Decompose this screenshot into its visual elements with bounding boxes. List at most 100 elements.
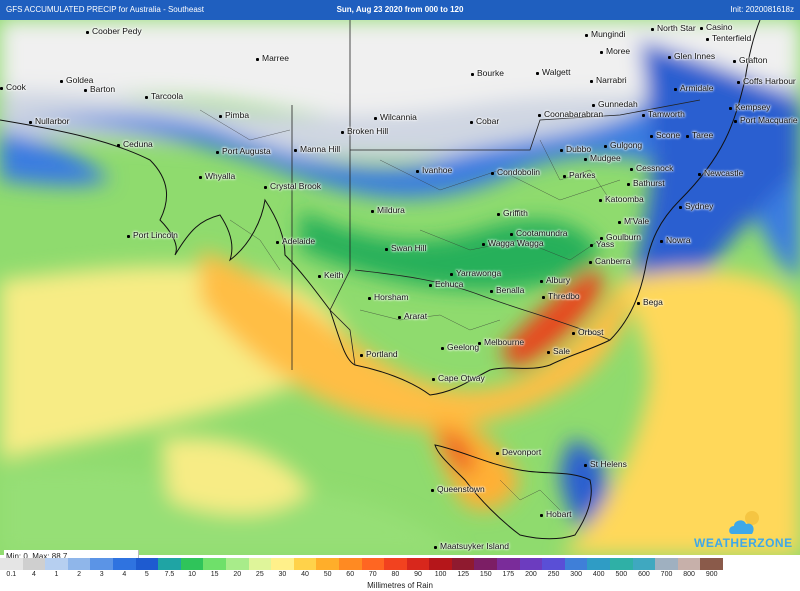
place-label: Coober Pedy <box>86 26 142 36</box>
place-label: Moree <box>599 46 631 56</box>
init-time: Init: 2020081618z <box>730 5 794 14</box>
tas-east-blue <box>560 440 609 532</box>
legend-tick-label: 40 <box>301 571 309 578</box>
place-label: Yass <box>589 239 615 249</box>
place-label: Port Augusta <box>216 146 271 156</box>
legend-swatch <box>90 558 113 570</box>
place-label: Nullarbor <box>29 116 70 126</box>
precip-map <box>0 20 800 555</box>
place-label: Swan Hill <box>384 243 427 253</box>
blue-patches-west <box>0 130 110 186</box>
place-label: Cook <box>0 82 26 92</box>
legend-swatch <box>497 558 520 570</box>
legend-swatch <box>316 558 339 570</box>
legend-swatch <box>203 558 226 570</box>
legend-swatch <box>225 558 249 570</box>
place-label: Mildura <box>371 205 405 215</box>
legend-swatch <box>542 558 565 570</box>
place-label: Walgett <box>536 67 571 77</box>
place-label: Yarrawonga <box>449 268 502 278</box>
legend-swatch <box>587 558 611 570</box>
product-title: GFS ACCUMULATED PRECIP for Australia - S… <box>6 5 204 14</box>
place-label: Parkes <box>562 170 596 180</box>
valid-time-title: Sun, Aug 23 2020 from 000 to 120 <box>336 5 464 14</box>
sea-southeast <box>560 270 800 555</box>
place-label: Griffith <box>497 208 528 218</box>
weatherzone-logo: WEATHERZONE <box>692 508 798 556</box>
legend-tick-label: 250 <box>547 571 560 578</box>
legend-swatch <box>271 558 294 570</box>
place-label: Cape Otway <box>432 373 485 383</box>
place-label: Maatsuyker Island <box>434 541 509 551</box>
south-yellow-patch <box>160 437 310 514</box>
place-label: Tenterfield <box>705 33 752 43</box>
legend-swatch <box>429 558 452 570</box>
legend-tick-label: 125 <box>457 571 470 578</box>
legend-swatch <box>677 558 701 570</box>
place-label: Goldea <box>59 75 94 85</box>
place-label: Wilcannia <box>374 112 417 122</box>
place-label: Adelaide <box>275 236 316 246</box>
legend-swatch <box>610 558 633 570</box>
legend-tick-label: 60 <box>346 571 355 578</box>
legend-tick-label: 600 <box>638 571 650 578</box>
place-label: Queenstown <box>431 484 485 494</box>
place-label: Coffs Harbour <box>737 76 796 86</box>
legend-swatch <box>338 558 362 570</box>
place-label: Tarcoola <box>144 91 184 101</box>
place-label: Kempsey <box>728 102 771 112</box>
legend-tick-label: 150 <box>479 571 492 578</box>
place-label: Ivanhoe <box>415 165 453 175</box>
place-label: Echuca <box>428 279 464 289</box>
legend-ticks: 0.1 4 1 2 3 4 5 7.5 10 15 20 25 30 40 50 60 70 80 90 100 125… <box>0 571 723 578</box>
place-label: Marree <box>256 53 289 63</box>
place-label: Bathurst <box>627 178 665 188</box>
legend-swatch <box>451 558 475 570</box>
legend-tick-label: 4 <box>31 571 36 578</box>
legend-tick-label: 15 <box>210 571 219 578</box>
place-label: Nowra <box>660 235 691 245</box>
legend-tick-label: 100 <box>434 571 447 578</box>
place-label: Grafton <box>732 55 768 65</box>
legend-tick-label: 1 <box>54 571 59 578</box>
place-label: Geelong <box>440 342 480 352</box>
district-lines <box>199 109 621 511</box>
place-label: Mungindi <box>585 29 626 39</box>
place-label: Crystal Brook <box>263 181 322 191</box>
place-label: Ceduna <box>117 139 153 149</box>
legend-swatch <box>158 558 181 570</box>
place-label: Albury <box>539 275 571 285</box>
legend-tick-label: 500 <box>615 571 628 578</box>
legend-swatch <box>112 558 136 570</box>
legend-tick-label: 70 <box>368 571 377 578</box>
tas-red <box>440 430 473 475</box>
blue-band <box>0 96 800 281</box>
place-label: Portland <box>360 349 398 359</box>
legend-swatch <box>293 558 317 570</box>
place-label: Cootamundra <box>510 228 568 238</box>
place-label: Melbourne <box>477 337 525 347</box>
legend-tick-label: 400 <box>592 571 605 578</box>
legend-tick-label: 2 <box>77 571 82 578</box>
legend-swatch <box>519 558 543 570</box>
dry-north-band <box>0 20 800 119</box>
legend-swatch <box>22 558 46 570</box>
legend-tick-label: 90 <box>414 571 422 578</box>
legend-tick-label: 10 <box>188 571 196 578</box>
legend-tick-label: 20 <box>233 571 242 578</box>
legend-tick-label: 300 <box>570 571 582 578</box>
place-label: Broken Hill <box>340 126 389 136</box>
legend-tick-label: 175 <box>502 571 515 578</box>
place-label: Bega <box>637 297 663 307</box>
place-label: Katoomba <box>599 194 644 204</box>
place-label: Benalla <box>489 285 525 295</box>
place-label: Sydney <box>678 201 714 211</box>
legend-swatch <box>384 558 407 570</box>
legend-tick-label: 30 <box>278 571 287 578</box>
brand-name: WEATHERZONE <box>694 536 793 550</box>
place-label: Glen Innes <box>667 51 716 61</box>
legend-tick-label: 80 <box>391 571 400 578</box>
place-label: Port Lincoln <box>127 230 178 240</box>
place-label: Goulburn <box>600 232 641 242</box>
place-label: Orbost <box>572 327 604 337</box>
